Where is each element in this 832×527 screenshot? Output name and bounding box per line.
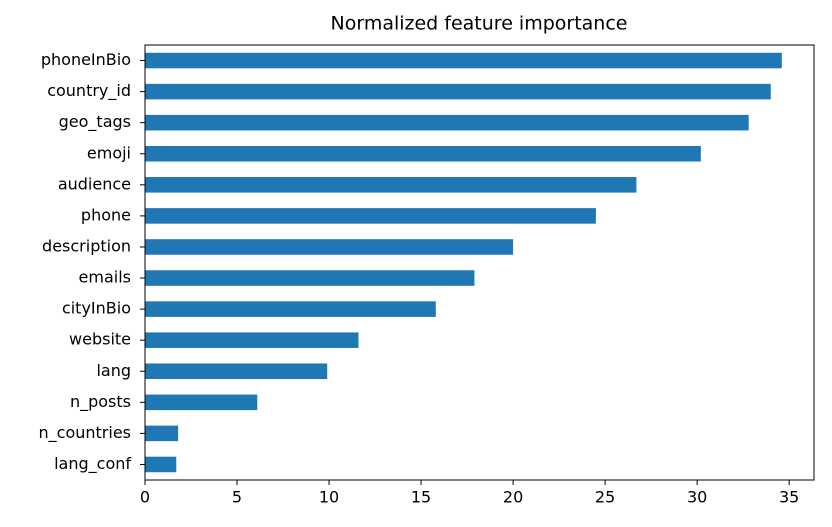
x-tick-label: 15	[411, 488, 431, 507]
y-tick-label: n_countries	[39, 423, 131, 443]
y-tick-label: description	[42, 236, 131, 255]
x-tick-label: 0	[140, 488, 150, 507]
bar	[145, 332, 359, 348]
y-tick-label: phoneInBio	[41, 50, 131, 69]
bar	[145, 239, 514, 255]
y-tick-label: n_posts	[70, 392, 131, 412]
bar	[145, 145, 701, 162]
y-tick-label: audience	[58, 174, 131, 193]
plot-frame	[144, 44, 815, 481]
bar	[145, 394, 258, 411]
bar	[145, 363, 328, 380]
bar	[145, 83, 771, 100]
chart-title: Normalized feature importance	[331, 13, 628, 35]
y-tick-label: lang	[96, 361, 131, 380]
bar	[145, 425, 179, 442]
x-tick-label: 35	[779, 488, 799, 507]
bar	[145, 52, 782, 69]
x-tick-label: 10	[319, 488, 339, 507]
y-tick-label: lang_conf	[54, 454, 131, 474]
bar	[145, 114, 749, 131]
y-tick-label: website	[69, 330, 131, 349]
y-tick-label: cityInBio	[62, 299, 131, 318]
x-tick-label: 30	[687, 488, 707, 507]
y-tick-label: geo_tags	[59, 112, 131, 132]
y-tick-label: emails	[79, 268, 131, 287]
y-tick-label: country_id	[47, 81, 131, 101]
bar	[145, 270, 475, 286]
bar	[145, 208, 596, 224]
bar	[145, 301, 436, 317]
y-tick-label: phone	[81, 205, 131, 224]
bar	[145, 177, 637, 193]
y-tick-label: emoji	[87, 143, 131, 162]
x-tick-label: 25	[595, 488, 615, 507]
bar	[145, 456, 177, 473]
x-tick-label: 5	[232, 488, 242, 507]
x-tick-label: 20	[503, 488, 523, 507]
